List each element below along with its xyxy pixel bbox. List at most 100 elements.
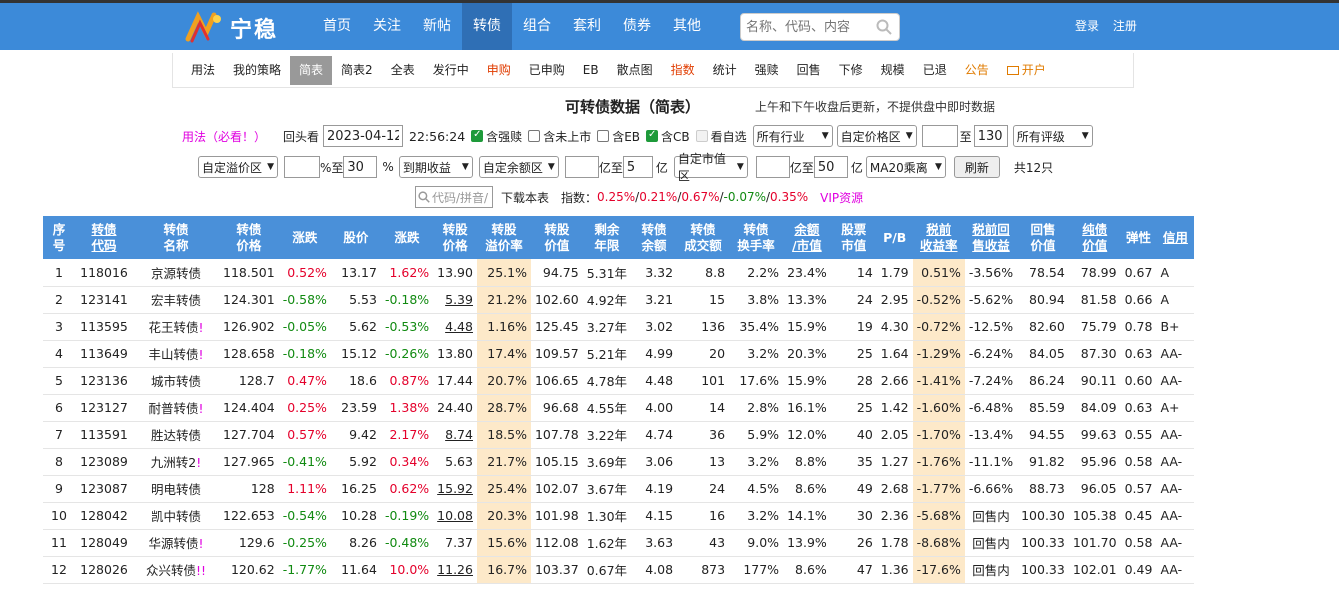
column-header[interactable]: 股票 市值 [830, 216, 877, 259]
column-header[interactable]: P/B [876, 216, 913, 259]
checkbox-box[interactable] [597, 130, 610, 142]
column-header[interactable]: 转债 余额 [631, 216, 678, 259]
table-cell[interactable]: 123136 [75, 367, 133, 395]
table-cell[interactable]: 宏丰转债 [133, 286, 219, 314]
subnav-item[interactable]: 散点图 [616, 62, 653, 77]
table-cell[interactable]: 九洲转2! [133, 448, 219, 476]
balance-min-input[interactable] [564, 156, 599, 178]
price-range-select[interactable]: 自定价格区 ▼ [836, 125, 917, 147]
filter-checkbox[interactable]: 含强赎 [471, 128, 522, 145]
table-cell[interactable]: 128042 [75, 502, 133, 530]
table-row[interactable]: 12 128026 众兴转债!! 120.62 -1.77% 11.64 10.0% 11.2… [43, 556, 1195, 584]
premium-range-select[interactable]: 自定溢价区 ▼ [198, 156, 278, 178]
column-header[interactable]: 信用 [1156, 216, 1195, 259]
premium-min-input[interactable] [284, 156, 320, 178]
table-cell[interactable]: 113595 [75, 313, 133, 341]
column-header[interactable]: 纯债 价值 [1068, 216, 1121, 259]
subnav-item[interactable]: 用法 [191, 62, 216, 77]
balance-range-select[interactable]: 自定余额区 ▼ [478, 156, 559, 178]
search-icon[interactable] [876, 19, 892, 35]
checkbox-box[interactable] [695, 130, 708, 142]
table-cell[interactable]: 118016 [75, 259, 133, 287]
table-row[interactable]: 7 113591 胜达转债 127.704 0.57% 9.42 2.17% 8.74 18.5… [43, 421, 1195, 449]
table-cell[interactable]: 丰山转债! [133, 340, 219, 368]
column-header[interactable]: 转股 溢价率 [476, 216, 531, 259]
date-input[interactable] [323, 125, 404, 147]
column-header[interactable]: 转股 价格 [433, 216, 477, 259]
subnav-item[interactable]: 全表 [390, 62, 415, 77]
download-link[interactable]: 下载本表 [501, 190, 550, 205]
table-row[interactable]: 8 123089 九洲转2! 127.965 -0.41% 5.92 0.34% 5.63 21… [43, 448, 1195, 476]
checkbox-box[interactable] [646, 129, 659, 142]
table-row[interactable]: 4 113649 丰山转债! 128.658 -0.18% 15.12 -0.26% 13.8… [43, 340, 1195, 368]
register-link[interactable]: 注册 [1112, 19, 1137, 33]
column-header[interactable]: 余额/市值 [783, 216, 831, 259]
subnav-item[interactable]: 开户 [998, 56, 1055, 85]
yield-select[interactable]: 到期收益 ▼ [398, 156, 473, 178]
subnav-item[interactable]: 已申购 [528, 62, 565, 77]
filter-checkbox[interactable]: 含EB [597, 128, 640, 145]
price-max-input[interactable] [973, 125, 1008, 147]
table-row[interactable]: 1 118016 京源转债 118.501 0.52% 13.17 1.62% 13.90 25… [43, 259, 1195, 287]
table-cell[interactable]: 胜达转债 [133, 421, 219, 449]
nav-item[interactable]: 首页 [323, 18, 351, 34]
nav-item[interactable]: 组合 [523, 18, 551, 34]
table-row[interactable]: 10 128042 凯中转债 122.653 -0.54% 10.28 -0.19% 10.0… [43, 502, 1195, 530]
premium-max-input[interactable] [343, 156, 378, 178]
subnav-item[interactable]: 强赎 [754, 62, 779, 77]
table-cell[interactable]: 众兴转债!! [133, 556, 219, 584]
filter-checkbox[interactable]: 看自选 [695, 128, 747, 145]
table-cell[interactable]: 花王转债! [133, 313, 219, 341]
balance-max-input[interactable] [622, 156, 653, 178]
industry-select[interactable]: 所有行业 ▼ [752, 125, 833, 147]
checkbox-box[interactable] [528, 130, 541, 142]
column-header[interactable]: 转债 换手率 [729, 216, 784, 259]
column-header[interactable]: 转债 成交额 [677, 216, 730, 259]
table-cell[interactable]: 123089 [75, 448, 133, 476]
table-cell[interactable]: 凯中转债 [133, 502, 219, 530]
column-header[interactable]: 剩余 年限 [582, 216, 632, 259]
search-input[interactable] [741, 14, 871, 40]
checkbox-box[interactable] [471, 129, 484, 142]
table-row[interactable]: 6 123127 耐普转债! 124.404 0.25% 23.59 1.38% 24.40 2… [43, 394, 1195, 422]
refresh-button[interactable]: 刷新 [953, 156, 1000, 178]
column-header[interactable]: 转债 价格 [219, 216, 279, 259]
column-header[interactable]: 序号 [43, 216, 75, 259]
nav-item[interactable]: 关注 [373, 18, 401, 34]
subnav-item[interactable]: 指数 [670, 62, 695, 77]
subnav-item[interactable]: 已退 [922, 62, 947, 77]
column-header[interactable]: 股价 [330, 216, 381, 259]
column-header[interactable]: 弹性 [1120, 216, 1157, 259]
subnav-item[interactable]: 发行中 [432, 62, 469, 77]
table-cell[interactable]: 明电转债 [133, 475, 219, 503]
table-row[interactable]: 3 113595 花王转债! 126.902 -0.05% 5.62 -0.53% 4.48 1… [43, 313, 1195, 341]
price-min-input[interactable] [921, 125, 958, 147]
subnav-item[interactable]: 公告 [964, 62, 989, 77]
table-cell[interactable]: 京源转债 [133, 259, 219, 287]
column-header[interactable]: 转债 名称 [133, 216, 219, 259]
table-cell[interactable]: 123127 [75, 394, 133, 422]
subnav-item[interactable]: 我的策略 [233, 62, 282, 77]
column-header[interactable]: 回售 价值 [1017, 216, 1069, 259]
table-cell[interactable]: 耐普转债! [133, 394, 219, 422]
usage-link[interactable]: 用法（必看！） [182, 129, 267, 144]
subnav-item[interactable]: 回售 [796, 62, 821, 77]
column-header[interactable]: 涨跌 [380, 216, 434, 259]
nav-item[interactable]: 转债 [462, 3, 512, 50]
ma-select[interactable]: MA20乘离 ▼ [865, 156, 946, 178]
mcap-max-input[interactable] [813, 156, 848, 178]
mcap-range-select[interactable]: 自定市值区 ▼ [673, 152, 748, 183]
subnav-item[interactable]: EB [582, 62, 599, 77]
table-row[interactable]: 5 123136 城市转债 128.7 0.47% 18.6 0.87% 17.44 20.7%… [43, 367, 1195, 395]
nav-item[interactable]: 套利 [573, 18, 601, 34]
filter-checkbox[interactable]: 含未上市 [528, 128, 591, 145]
table-row[interactable]: 11 128049 华源转债! 129.6 -0.25% 8.26 -0.48% 7.37 15… [43, 529, 1195, 557]
login-link[interactable]: 登录 [1075, 19, 1100, 33]
site-logo[interactable]: 宁稳 [184, 11, 278, 45]
subnav-item[interactable]: 简表 [290, 55, 333, 85]
nav-item[interactable]: 其他 [673, 18, 701, 34]
subnav-item[interactable]: 下修 [838, 62, 863, 77]
nav-item[interactable]: 新帖 [423, 18, 451, 34]
column-header[interactable]: 税前 收益率 [912, 216, 965, 259]
rating-select[interactable]: 所有评级 ▼ [1012, 125, 1093, 147]
